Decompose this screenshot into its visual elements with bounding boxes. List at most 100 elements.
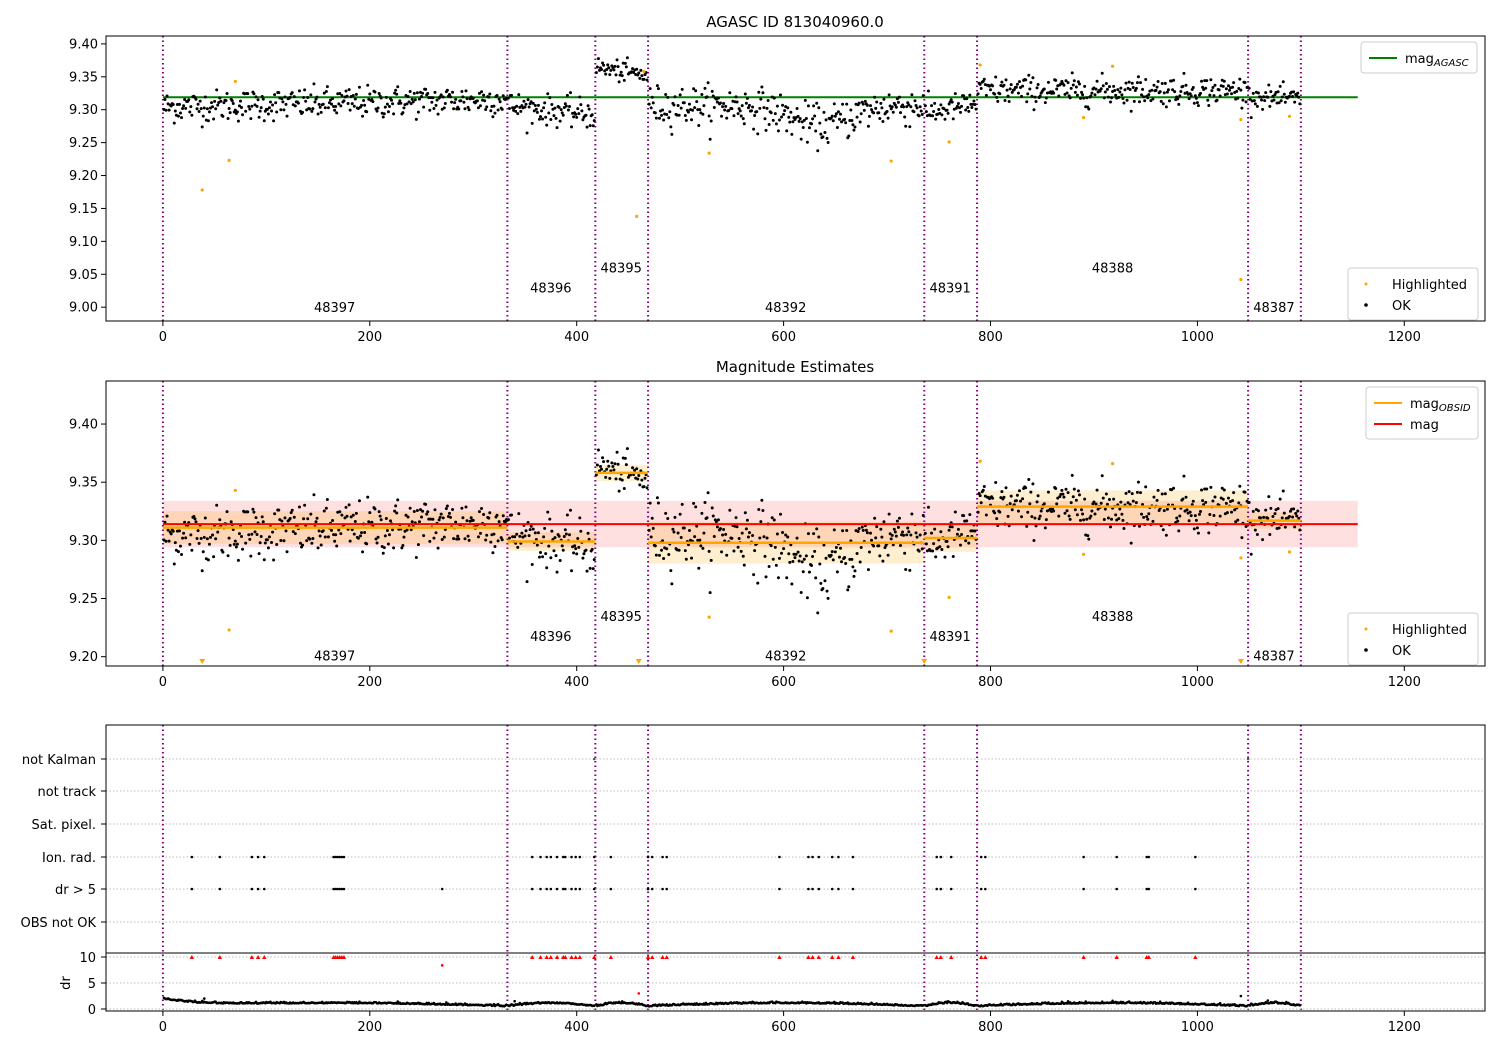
p2-ok-point — [933, 527, 937, 531]
p2-ok-point — [1247, 501, 1251, 505]
p1-ok-point — [874, 106, 878, 110]
p1-ok-point — [956, 102, 960, 106]
p1-ok-point — [1151, 97, 1155, 101]
p2-ok-point — [1065, 509, 1069, 513]
p1-ok-point — [247, 105, 251, 109]
p1-ok-point — [375, 109, 379, 113]
p1-ok-point — [844, 121, 848, 125]
p2-ok-point — [1298, 528, 1302, 532]
p3-dr-clip-marker — [1146, 955, 1151, 959]
p1-ok-point — [310, 109, 314, 113]
p1-ok-point — [756, 132, 760, 136]
p1-ok-point — [1159, 99, 1163, 103]
p1-ok-point — [1036, 83, 1040, 87]
p2-ok-point — [1226, 496, 1230, 500]
p2-ok-point — [677, 548, 681, 552]
p1-ok-point — [724, 104, 728, 108]
p2-ok-point — [260, 515, 264, 519]
p1-ok-point — [195, 107, 199, 111]
p1-ok-point — [1064, 79, 1068, 83]
p2-ok-point — [1192, 527, 1196, 531]
p2-ok-point — [1294, 511, 1298, 515]
p1-highlighted-point — [1239, 277, 1243, 282]
p1-ok-point — [972, 99, 976, 103]
p1-ok-point — [758, 106, 762, 110]
p2-ok-point — [289, 511, 293, 515]
p2-ok-point — [189, 533, 193, 537]
p1-ok-point — [321, 102, 325, 106]
p2-ok-point — [1295, 514, 1299, 518]
p1-ok-point — [214, 107, 218, 111]
p2-ok-point — [759, 520, 763, 524]
p2-ok-point — [548, 517, 552, 521]
p2-ok-point — [1020, 515, 1024, 519]
p2-ok-point — [383, 534, 387, 538]
p2-ok-point — [1151, 519, 1155, 523]
p1-ok-point — [500, 107, 504, 111]
p2-ok-point — [926, 505, 930, 509]
p1-ok-point — [542, 106, 546, 110]
p1-ok-point — [1281, 80, 1285, 84]
p1-ok-point — [381, 115, 385, 119]
p1-ok-point — [950, 100, 954, 104]
p1-ok-point — [847, 134, 851, 138]
p1-ok-point — [312, 82, 316, 86]
p1-ok-point — [224, 98, 228, 102]
p1-ok-point — [1256, 91, 1260, 95]
p2-ok-point — [870, 538, 874, 542]
p2-highlighted-point — [1239, 556, 1243, 560]
p2-ok-point — [1087, 537, 1091, 541]
p2-ok-point — [655, 496, 659, 500]
p1-ok-point — [279, 108, 283, 112]
p2-ok-point — [950, 525, 954, 529]
p2-ok-point — [1066, 491, 1070, 495]
p2-ok-point — [233, 539, 237, 543]
p1-ok-point — [549, 118, 553, 122]
p2-ok-point — [736, 545, 740, 549]
p1-ok-point — [881, 119, 885, 123]
p1-ok-point — [1112, 84, 1116, 88]
p2-ok-point — [367, 520, 371, 524]
p2-ok-point — [665, 547, 669, 551]
p1-ok-point — [703, 86, 707, 90]
p2-ok-point — [457, 537, 461, 541]
p2-ok-point — [284, 529, 288, 533]
p2-ok-point — [601, 456, 605, 460]
p2-ok-point — [1211, 499, 1215, 503]
p1-ok-point — [624, 65, 628, 69]
p2-ok-point — [463, 537, 467, 541]
p2-ok-point — [1222, 488, 1226, 492]
p2-ok-point — [333, 539, 337, 543]
p2-ok-point — [345, 514, 349, 518]
p2-ok-point — [561, 548, 565, 552]
p1-ok-point — [815, 101, 819, 105]
p2-ok-point — [742, 563, 746, 567]
p1-ok-point — [1147, 93, 1151, 97]
p1-ok-point — [316, 112, 320, 116]
p2-ok-point — [444, 507, 448, 511]
p2-ok-point — [1126, 501, 1130, 505]
p2-ok-point — [1237, 501, 1241, 505]
p1-ok-point — [1043, 101, 1047, 105]
p1-ok-point — [1260, 98, 1264, 102]
p1-ok-point — [271, 103, 275, 107]
p1-ok-point — [716, 96, 720, 100]
p3-ion-rad-flag — [539, 855, 542, 859]
p2-ok-point — [1043, 526, 1047, 530]
p2-ok-point — [694, 505, 698, 509]
p2-ok-point — [1255, 533, 1259, 537]
p1-ok-point — [272, 119, 276, 123]
p1-ok-point — [1192, 101, 1196, 105]
p1-ok-point — [1124, 81, 1128, 85]
p1-ok-point — [184, 106, 188, 110]
p1-ok-point — [296, 101, 300, 105]
p1-ok-point — [690, 118, 694, 122]
p1-ok-point — [189, 105, 193, 109]
p2-ok-point — [1099, 501, 1103, 505]
p2-ok-point — [1103, 507, 1107, 511]
p2-ok-point — [283, 516, 287, 520]
p3-ion-rad-flag — [817, 855, 821, 859]
p1-ok-point — [240, 106, 244, 110]
p1-ok-point — [753, 114, 757, 118]
p1-ok-point — [607, 66, 611, 70]
